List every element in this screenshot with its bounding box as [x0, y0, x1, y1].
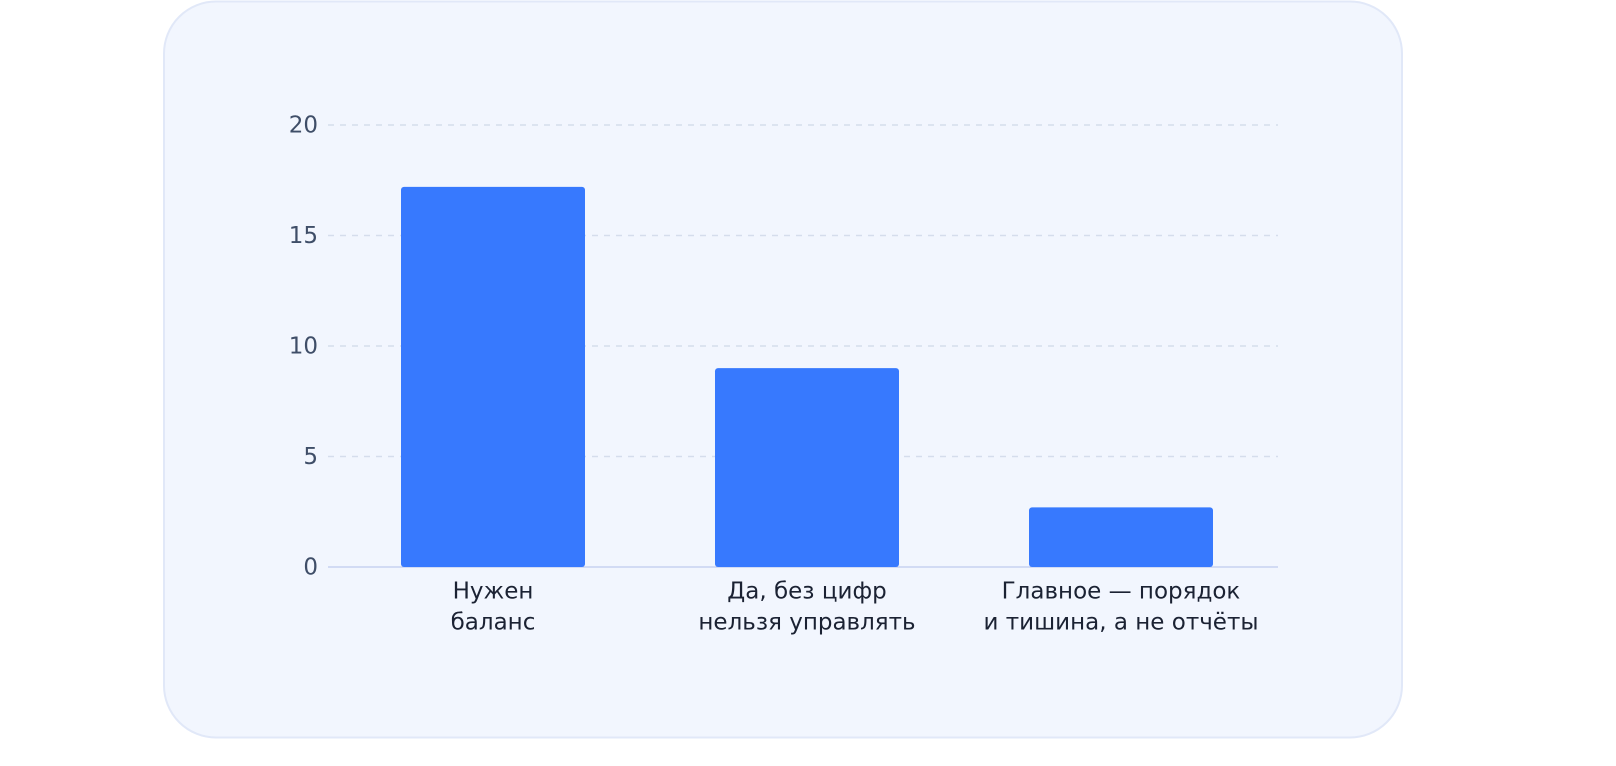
- x-tick-label: Да, без цифр: [727, 579, 886, 605]
- bar: [1028, 507, 1214, 567]
- x-tick-label: Главное — порядок: [1002, 579, 1241, 605]
- x-tick-label: Нужен: [453, 579, 534, 605]
- y-tick-label: 15: [289, 223, 318, 249]
- bar: [714, 368, 900, 567]
- x-tick-label: и тишина, а не отчёты: [983, 610, 1258, 636]
- y-tick-label: 20: [289, 113, 318, 139]
- x-tick-label: баланс: [451, 610, 536, 636]
- bar: [400, 186, 586, 567]
- y-tick-label: 5: [303, 444, 318, 470]
- y-tick-label: 10: [289, 334, 318, 360]
- y-tick-label: 0: [303, 555, 318, 581]
- x-tick-label: нельзя управлять: [698, 610, 915, 636]
